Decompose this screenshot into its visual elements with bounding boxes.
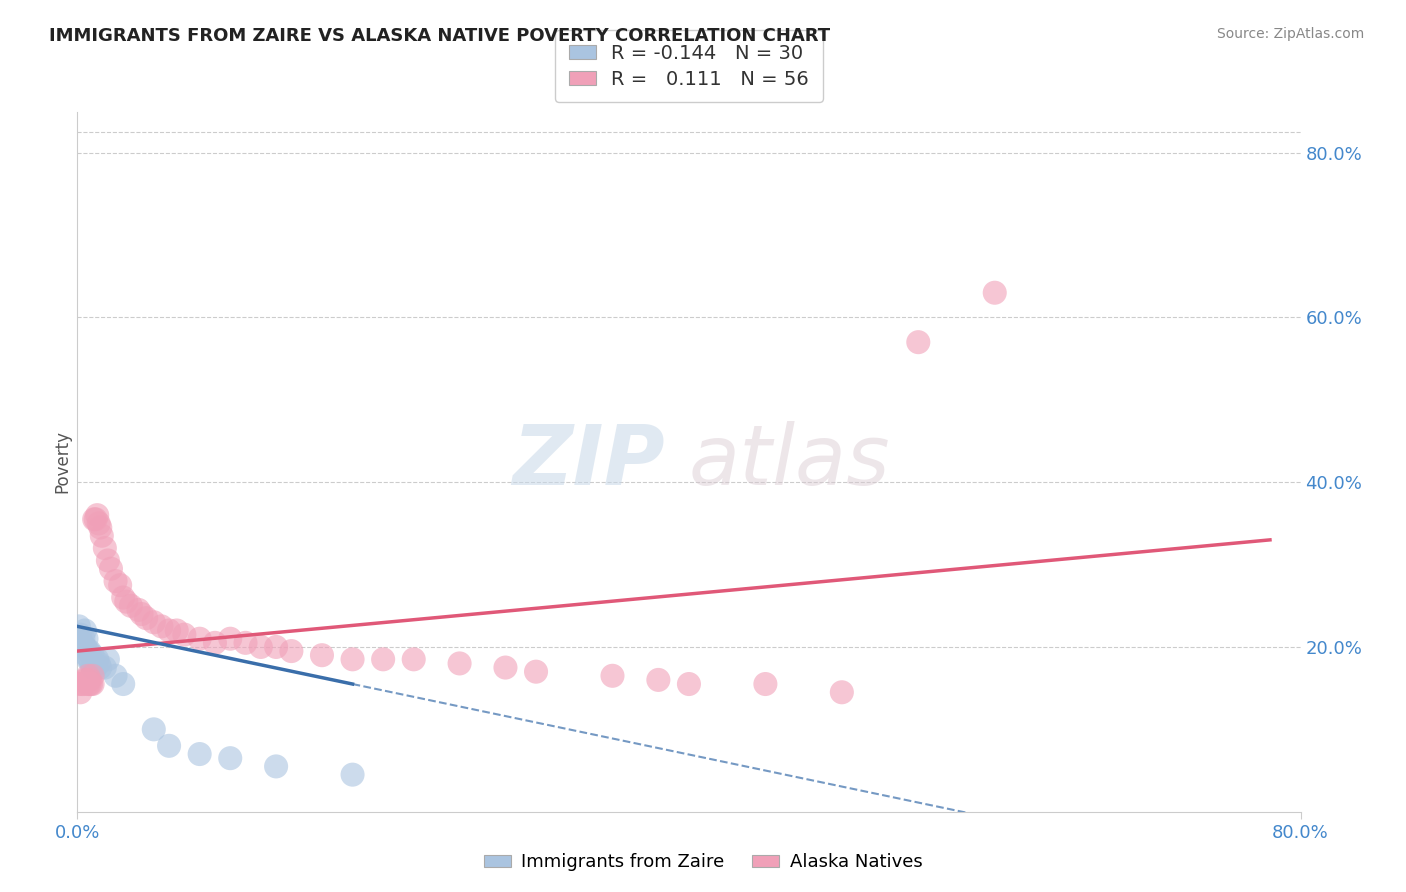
Point <box>678 677 700 691</box>
Point <box>204 636 226 650</box>
Point <box>82 669 104 683</box>
Point <box>280 644 302 658</box>
Point <box>89 520 111 534</box>
Point <box>264 640 287 654</box>
Legend: Immigrants from Zaire, Alaska Natives: Immigrants from Zaire, Alaska Natives <box>477 847 929 879</box>
Point <box>73 624 96 638</box>
Point <box>166 624 188 638</box>
Point <box>97 553 120 567</box>
Point <box>311 648 333 663</box>
Point <box>264 759 287 773</box>
Point <box>89 660 111 674</box>
Point <box>76 648 98 663</box>
Point <box>79 673 101 687</box>
Point <box>173 627 195 641</box>
Point <box>80 657 103 671</box>
Point <box>87 516 110 531</box>
Point <box>754 677 776 691</box>
Point <box>77 669 100 683</box>
Point <box>77 652 100 666</box>
Point <box>127 603 149 617</box>
Point <box>97 652 120 666</box>
Point <box>524 665 547 679</box>
Point <box>79 652 101 666</box>
Text: Source: ZipAtlas.com: Source: ZipAtlas.com <box>1216 27 1364 41</box>
Point <box>82 660 104 674</box>
Point <box>77 644 100 658</box>
Point <box>100 562 122 576</box>
Point <box>449 657 471 671</box>
Point <box>188 747 211 761</box>
Point <box>219 751 242 765</box>
Point <box>76 632 98 646</box>
Point <box>984 285 1007 300</box>
Point <box>94 541 117 555</box>
Point <box>69 627 91 641</box>
Point <box>219 632 242 646</box>
Y-axis label: Poverty: Poverty <box>53 430 72 493</box>
Point <box>83 657 105 671</box>
Point <box>907 335 929 350</box>
Point <box>235 636 257 650</box>
Point <box>371 652 394 666</box>
Point <box>142 723 165 737</box>
Point <box>342 652 364 666</box>
Point <box>82 648 104 663</box>
Point <box>83 512 105 526</box>
Point <box>70 636 93 650</box>
Point <box>250 640 273 654</box>
Text: IMMIGRANTS FROM ZAIRE VS ALASKA NATIVE POVERTY CORRELATION CHART: IMMIGRANTS FROM ZAIRE VS ALASKA NATIVE P… <box>49 27 831 45</box>
Point <box>67 619 90 633</box>
Point <box>79 644 101 658</box>
Point <box>108 578 131 592</box>
Point <box>73 640 96 654</box>
Point <box>76 673 98 687</box>
Point <box>157 624 180 638</box>
Point <box>135 611 157 625</box>
Point <box>84 660 107 674</box>
Text: atlas: atlas <box>689 421 890 502</box>
Legend: R = -0.144   N = 30, R =   0.111   N = 56: R = -0.144 N = 30, R = 0.111 N = 56 <box>555 30 823 103</box>
Point <box>112 677 135 691</box>
Point <box>342 767 364 781</box>
Point <box>131 607 153 621</box>
Point <box>831 685 853 699</box>
Point <box>188 632 211 646</box>
Text: ZIP: ZIP <box>512 421 665 502</box>
Point <box>86 652 108 666</box>
Point <box>402 652 425 666</box>
Point <box>86 508 108 523</box>
Point <box>112 591 135 605</box>
Point <box>87 657 110 671</box>
Point <box>90 529 112 543</box>
Point <box>157 739 180 753</box>
Point <box>104 574 127 588</box>
Point <box>115 594 138 608</box>
Point <box>70 677 93 691</box>
Point <box>80 677 103 691</box>
Point <box>72 632 94 646</box>
Point <box>77 677 100 691</box>
Point <box>120 599 142 613</box>
Point <box>82 677 104 691</box>
Point <box>69 685 91 699</box>
Point <box>104 669 127 683</box>
Point <box>150 619 173 633</box>
Point <box>495 660 517 674</box>
Point <box>142 615 165 630</box>
Point <box>647 673 669 687</box>
Point <box>73 673 96 687</box>
Point <box>84 512 107 526</box>
Point <box>94 660 117 674</box>
Point <box>79 677 101 691</box>
Point <box>67 677 90 691</box>
Point <box>72 677 94 691</box>
Point <box>602 669 624 683</box>
